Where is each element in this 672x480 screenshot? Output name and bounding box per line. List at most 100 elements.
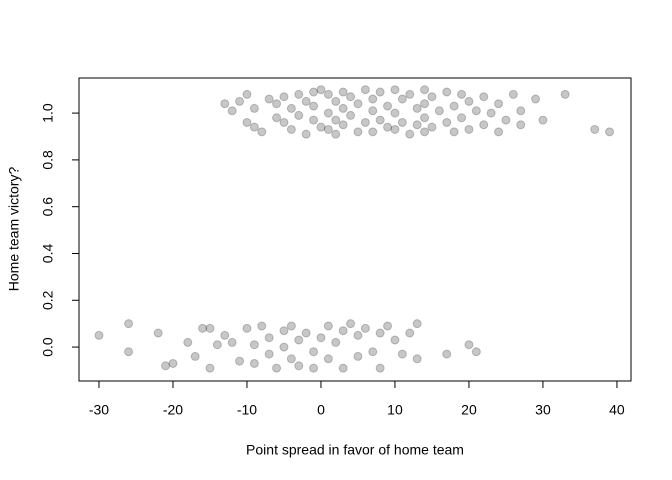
point [360, 85, 370, 95]
x-tick-label: -10 [237, 402, 257, 418]
point [94, 330, 104, 340]
point [457, 89, 467, 99]
point [309, 115, 319, 125]
point [323, 108, 333, 118]
point [153, 328, 163, 338]
point [249, 340, 259, 350]
point [442, 349, 452, 359]
point [338, 120, 348, 130]
x-tick-label: 30 [535, 402, 551, 418]
point [434, 106, 444, 116]
y-tick-label: 0.2 [40, 290, 56, 310]
point [390, 335, 400, 345]
point [501, 115, 511, 125]
point [412, 354, 422, 364]
point [531, 94, 541, 104]
point [442, 117, 452, 127]
point [331, 129, 341, 139]
y-tick-label: 0.6 [40, 197, 56, 217]
y-tick-label: 1.0 [40, 103, 56, 123]
point [412, 319, 422, 329]
point [264, 333, 274, 343]
point [286, 321, 296, 331]
point [301, 328, 311, 338]
point [249, 122, 259, 132]
point [294, 361, 304, 371]
point [272, 363, 282, 373]
point [279, 92, 289, 102]
point [405, 89, 415, 99]
point [486, 108, 496, 118]
x-tick-label: 20 [461, 402, 477, 418]
point [368, 347, 378, 357]
point [323, 89, 333, 99]
point [205, 363, 215, 373]
point [124, 347, 134, 357]
point [331, 115, 341, 125]
point [397, 94, 407, 104]
point [605, 127, 615, 137]
x-axis-label: Point spread in favor of home team [246, 442, 464, 458]
point [353, 127, 363, 137]
point [309, 347, 319, 357]
point [397, 349, 407, 359]
point [353, 330, 363, 340]
y-axis-label: Home team victory? [6, 167, 22, 292]
point [346, 319, 356, 329]
point [360, 117, 370, 127]
point [183, 337, 193, 347]
point [323, 354, 333, 364]
point [479, 120, 489, 130]
point [264, 349, 274, 359]
point [427, 92, 437, 102]
point [449, 127, 459, 137]
point [227, 337, 237, 347]
point [508, 89, 518, 99]
point [383, 321, 393, 331]
point [368, 106, 378, 116]
x-tick-label: -30 [89, 402, 109, 418]
point [212, 340, 222, 350]
point [464, 340, 474, 350]
point [316, 333, 326, 343]
point [205, 323, 215, 333]
point [242, 117, 252, 127]
point [397, 117, 407, 127]
point [375, 363, 385, 373]
point [442, 87, 452, 97]
point [449, 101, 459, 111]
point [338, 103, 348, 113]
point [471, 106, 481, 116]
point [420, 85, 430, 95]
point [286, 124, 296, 134]
point [249, 103, 259, 113]
y-tick-label: 0.0 [40, 337, 56, 357]
point [516, 106, 526, 116]
point [383, 122, 393, 132]
point [383, 101, 393, 111]
x-tick-label: -20 [163, 402, 183, 418]
point [220, 330, 230, 340]
point [323, 321, 333, 331]
point [323, 124, 333, 134]
point [516, 120, 526, 130]
point [353, 351, 363, 361]
point [471, 347, 481, 357]
point [309, 87, 319, 97]
point [279, 117, 289, 127]
point [479, 92, 489, 102]
point [464, 96, 474, 106]
point [457, 113, 467, 123]
point [494, 127, 504, 137]
point [124, 319, 134, 329]
point [294, 89, 304, 99]
point [242, 89, 252, 99]
point [420, 127, 430, 137]
point [249, 358, 259, 368]
point [331, 337, 341, 347]
point [331, 96, 341, 106]
point [235, 96, 245, 106]
point [538, 115, 548, 125]
